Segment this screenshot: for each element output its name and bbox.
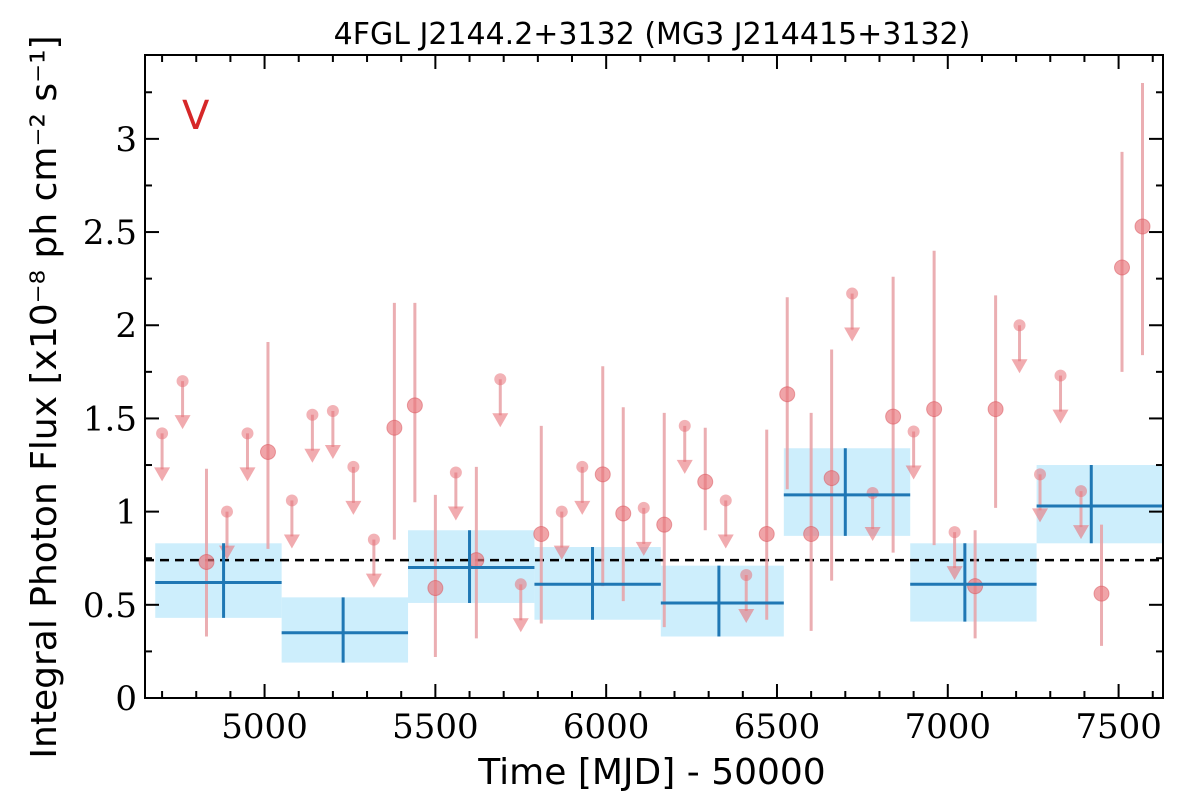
upper-limit-point xyxy=(285,494,298,507)
detection-point xyxy=(803,525,820,542)
bin-uncertainty-box xyxy=(783,448,911,536)
upper-limit-point xyxy=(494,373,507,386)
upper-limit-point xyxy=(367,533,380,546)
detection-point xyxy=(697,473,714,490)
upper-limit-arrow-head xyxy=(365,573,382,588)
detection-point xyxy=(386,419,403,436)
upper-limit-arrow-head xyxy=(174,415,191,430)
upper-limit-point xyxy=(1075,485,1088,498)
upper-limit-point xyxy=(846,287,859,300)
upper-limit-arrow-head xyxy=(345,500,362,515)
detection-point xyxy=(533,525,550,542)
upper-limit-point xyxy=(637,501,650,514)
upper-limit-arrow-head xyxy=(1073,525,1090,540)
upper-limit-arrow-head xyxy=(324,444,341,459)
detection-point xyxy=(198,553,215,570)
detection-point xyxy=(656,516,673,533)
upper-limit-arrow-head xyxy=(239,467,256,482)
detection-point xyxy=(1114,259,1131,276)
x-tick-label: 6500 xyxy=(734,707,821,747)
plot-frame xyxy=(144,54,1164,699)
upper-limit-point xyxy=(156,427,169,440)
detection-point xyxy=(758,525,775,542)
detection-point xyxy=(1093,585,1110,602)
detection-point xyxy=(427,580,444,597)
detection-point xyxy=(779,386,796,403)
chart-title: 4FGL J2144.2+3132 (MG3 J214415+3132) xyxy=(334,17,971,52)
upper-limit-arrow-head xyxy=(574,500,591,515)
x-tick-label: 6000 xyxy=(563,707,650,747)
upper-limit-arrow-head xyxy=(1011,359,1028,374)
upper-limit-point xyxy=(555,505,568,518)
flag-label: V xyxy=(182,93,210,139)
upper-limit-point xyxy=(220,505,233,518)
x-tick-label: 5500 xyxy=(392,707,479,747)
y-tick-label: 3 xyxy=(115,120,137,160)
upper-limit-arrow-head xyxy=(1032,508,1049,523)
upper-limit-arrow-head xyxy=(635,541,652,556)
x-tick-label: 5000 xyxy=(221,707,308,747)
upper-limit-arrow-head xyxy=(676,459,693,474)
upper-limit-arrow-head xyxy=(738,608,755,623)
detection-point xyxy=(823,470,840,487)
detection-point xyxy=(885,408,902,425)
detection-point xyxy=(615,505,632,522)
upper-limit-arrow-head xyxy=(946,566,963,581)
upper-limit-point xyxy=(306,408,319,421)
upper-limit-point xyxy=(514,578,527,591)
bin-uncertainty-box xyxy=(660,565,784,637)
bin-uncertainty-box xyxy=(1036,465,1163,544)
detection-point xyxy=(406,397,423,414)
y-axis-title: Integral Photon Flux [x10⁻⁸ ph cm⁻² s⁻¹] xyxy=(24,35,65,758)
y-tick-label: 0.5 xyxy=(83,586,137,626)
upper-limit-point xyxy=(449,466,462,479)
y-tick-label: 2.5 xyxy=(83,213,137,253)
upper-limit-arrow-head xyxy=(905,465,922,480)
detection-point xyxy=(468,552,485,569)
y-tick-label: 0 xyxy=(115,679,137,719)
y-tick-label: 2 xyxy=(115,306,137,346)
detection-point xyxy=(594,466,611,483)
upper-limit-point xyxy=(176,375,189,388)
y-tick-label: 1.5 xyxy=(83,399,137,439)
upper-limit-arrow-head xyxy=(447,506,464,521)
upper-limit-point xyxy=(678,419,691,432)
detection-point xyxy=(259,443,276,460)
upper-limit-point xyxy=(948,526,961,539)
upper-limit-point xyxy=(1034,468,1047,481)
upper-limit-point xyxy=(241,427,254,440)
upper-limit-arrow-head xyxy=(1052,409,1069,424)
upper-limit-arrow-head xyxy=(154,467,171,482)
upper-limit-point xyxy=(347,460,360,473)
upper-limit-point xyxy=(326,404,339,417)
upper-limit-arrow-head xyxy=(512,618,529,633)
upper-limit-arrow-head xyxy=(864,526,881,541)
upper-limit-point xyxy=(1054,369,1067,382)
x-tick-label: 7500 xyxy=(1075,707,1162,747)
upper-limit-point xyxy=(866,486,879,499)
bin-uncertainty-box xyxy=(155,543,282,618)
x-tick-label: 7000 xyxy=(905,707,992,747)
detection-point xyxy=(987,401,1004,418)
upper-limit-arrow-head xyxy=(717,534,734,549)
upper-limit-arrow-head xyxy=(304,448,321,463)
plot-area: 5000 5500 6000 6500 7000 7500 0 0.5 1 1.5 2 2.5 3 xyxy=(83,54,1164,747)
upper-limit-point xyxy=(1013,319,1026,332)
upper-limit-arrow-head xyxy=(844,327,861,342)
y-tick-label: 1 xyxy=(115,493,137,533)
detection-point xyxy=(967,578,984,595)
bin-uncertainty-box xyxy=(281,597,409,663)
upper-limit-point xyxy=(719,494,732,507)
upper-limit-arrow-head xyxy=(553,545,570,560)
upper-limit-point xyxy=(740,568,753,581)
upper-limit-point xyxy=(907,425,920,438)
detection-point xyxy=(1134,218,1151,235)
x-axis-title: Time [MJD] - 50000 xyxy=(477,752,825,793)
upper-limit-point xyxy=(576,460,589,473)
detection-point xyxy=(926,401,943,418)
upper-limit-arrow-head xyxy=(492,413,509,428)
upper-limit-arrow-head xyxy=(283,534,300,549)
